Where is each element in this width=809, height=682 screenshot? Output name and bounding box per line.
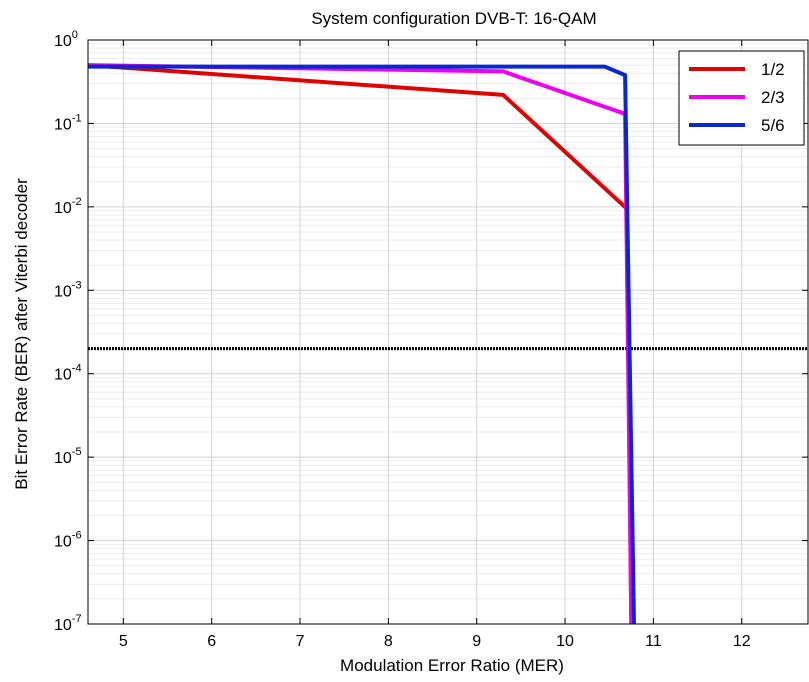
y-tick-exponent: 0	[72, 29, 78, 41]
legend-label-2: 2/3	[761, 88, 785, 107]
x-tick-label: 12	[733, 633, 751, 650]
x-axis-label: Modulation Error Ratio (MER)	[340, 656, 564, 675]
legend: 1/2 2/3 5/6	[678, 50, 805, 146]
chart-title: System configuration DVB-T: 16-QAM	[311, 9, 596, 28]
y-axis-label: Bit Error Rate (BER) after Viterbi decod…	[12, 178, 31, 490]
series-line-3	[88, 64, 636, 625]
legend-label-1: 1/2	[761, 60, 785, 79]
y-tick-exponent: -6	[72, 530, 82, 542]
legend-label-3: 5/6	[761, 116, 785, 135]
y-tick-exponent: -3	[72, 279, 82, 291]
x-tick-label: 7	[296, 633, 305, 650]
y-tick-exponent: -5	[72, 446, 82, 458]
y-tick-exponent: -7	[72, 613, 82, 625]
x-tick-label: 5	[119, 633, 128, 650]
y-tick-exponent: -2	[72, 196, 82, 208]
y-tick-exponent: -1	[72, 112, 82, 124]
x-tick-label: 11	[645, 633, 662, 650]
x-tick-label: 10	[556, 633, 574, 650]
x-tick-label: 6	[207, 633, 216, 650]
x-tick-label: 9	[472, 633, 481, 650]
plot-frame	[87, 39, 809, 625]
y-tick-exponent: -4	[72, 363, 82, 375]
series-group	[87, 63, 636, 625]
x-tick-label: 8	[384, 633, 393, 650]
